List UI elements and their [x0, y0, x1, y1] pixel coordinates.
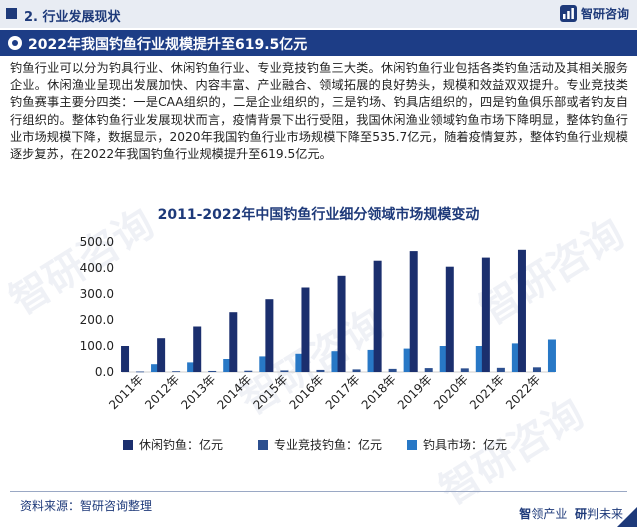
bar-1 [445, 266, 454, 372]
bar-1 [337, 275, 346, 372]
bar-1 [265, 299, 274, 372]
bar-1 [157, 338, 166, 372]
bar-1 [301, 287, 310, 372]
brand-logo-icon [559, 5, 577, 22]
section-title: 2. 行业发展现状 [24, 10, 121, 25]
bar-1 [121, 346, 130, 372]
source-note: 资料来源：智研咨询整理 [20, 499, 153, 513]
bar-2 [496, 367, 505, 372]
chart-title: 2011-2022年中国钓鱼行业细分领域市场规模变动 [157, 207, 480, 223]
bar-1 [481, 257, 490, 372]
bar-2 [316, 369, 325, 372]
bar-3 [439, 346, 448, 372]
section-marker-icon [6, 8, 17, 19]
bar-2 [424, 368, 433, 372]
brand-name: 智研咨询 [580, 7, 629, 21]
headline-title: 2022年我国钓鱼行业规模提升至619.5亿元 [28, 37, 308, 53]
footer-slogan: 智领产业 研判未来 [519, 505, 623, 522]
brand-logo: 智研咨询 [559, 5, 629, 22]
bar-3 [475, 346, 484, 372]
y-tick-label: 300.0 [80, 287, 114, 301]
bar-1 [517, 249, 526, 372]
bar-chart: 0.0100.0200.0300.0400.0500.02011年2012年20… [80, 235, 556, 452]
bar-3 [367, 349, 376, 372]
footer-divider [10, 491, 627, 492]
x-tick-label: 2020年 [431, 372, 471, 412]
bar-1 [193, 326, 202, 372]
bar-2 [172, 371, 181, 373]
bar-2 [244, 370, 253, 372]
slogan-part: 判未来 [586, 507, 623, 521]
bar-3 [547, 339, 556, 372]
bar-2 [532, 367, 541, 372]
bar-3 [151, 364, 160, 372]
bar-3 [511, 343, 520, 372]
x-tick-label: 2018年 [359, 372, 399, 412]
x-tick-label: 2013年 [178, 372, 218, 412]
bar-2 [208, 370, 217, 372]
section-header-bar: 2. 行业发展现状 智研咨询 [0, 0, 637, 28]
x-tick-label: 2017年 [323, 372, 363, 412]
slogan-part: 领产业 [531, 507, 568, 521]
legend-label: 钓具市场：亿元 [423, 437, 507, 452]
bar-1 [409, 251, 418, 372]
bar-3 [331, 351, 340, 372]
x-tick-label: 2012年 [142, 372, 182, 412]
y-tick-label: 200.0 [80, 313, 114, 327]
x-tick-label: 2019年 [395, 372, 435, 412]
bar-1 [373, 260, 382, 372]
bar-3 [223, 359, 232, 372]
x-tick-label: 2016年 [287, 372, 327, 412]
bar-3 [187, 362, 196, 372]
y-tick-label: 500.0 [80, 235, 114, 249]
x-tick-label: 2022年 [503, 372, 543, 412]
bar-2 [460, 368, 469, 372]
corner-decoration [617, 507, 637, 527]
x-tick-label: 2015年 [251, 372, 291, 412]
body-paragraph: 钓鱼行业可以分为钓具行业、休闲钓鱼行业、专业竞技钓鱼三大类。休闲钓鱼行业包括各类… [10, 61, 628, 162]
bar-3 [259, 356, 268, 372]
bar-2 [136, 371, 145, 373]
bar-3 [295, 353, 304, 372]
bar-2 [352, 369, 361, 372]
bar-1 [229, 312, 238, 372]
legend-label: 休闲钓鱼：亿元 [139, 437, 223, 452]
y-tick-label: 100.0 [80, 339, 114, 353]
legend-swatch [258, 440, 268, 450]
bar-2 [388, 368, 397, 372]
x-tick-label: 2021年 [467, 372, 507, 412]
legend-swatch [407, 440, 417, 450]
bar-2 [280, 370, 289, 372]
y-tick-label: 400.0 [80, 261, 114, 275]
bar-3 [403, 348, 412, 372]
y-tick-label: 0.0 [95, 365, 114, 379]
legend-swatch [123, 440, 133, 450]
headline-bar: 2022年我国钓鱼行业规模提升至619.5亿元 [0, 30, 637, 56]
headline-bullet-icon [8, 36, 22, 50]
x-tick-label: 2014年 [214, 372, 254, 412]
slogan-part: 研 [574, 507, 587, 521]
slogan-part: 智 [519, 507, 532, 521]
legend-label: 专业竞技钓鱼：亿元 [274, 437, 382, 452]
